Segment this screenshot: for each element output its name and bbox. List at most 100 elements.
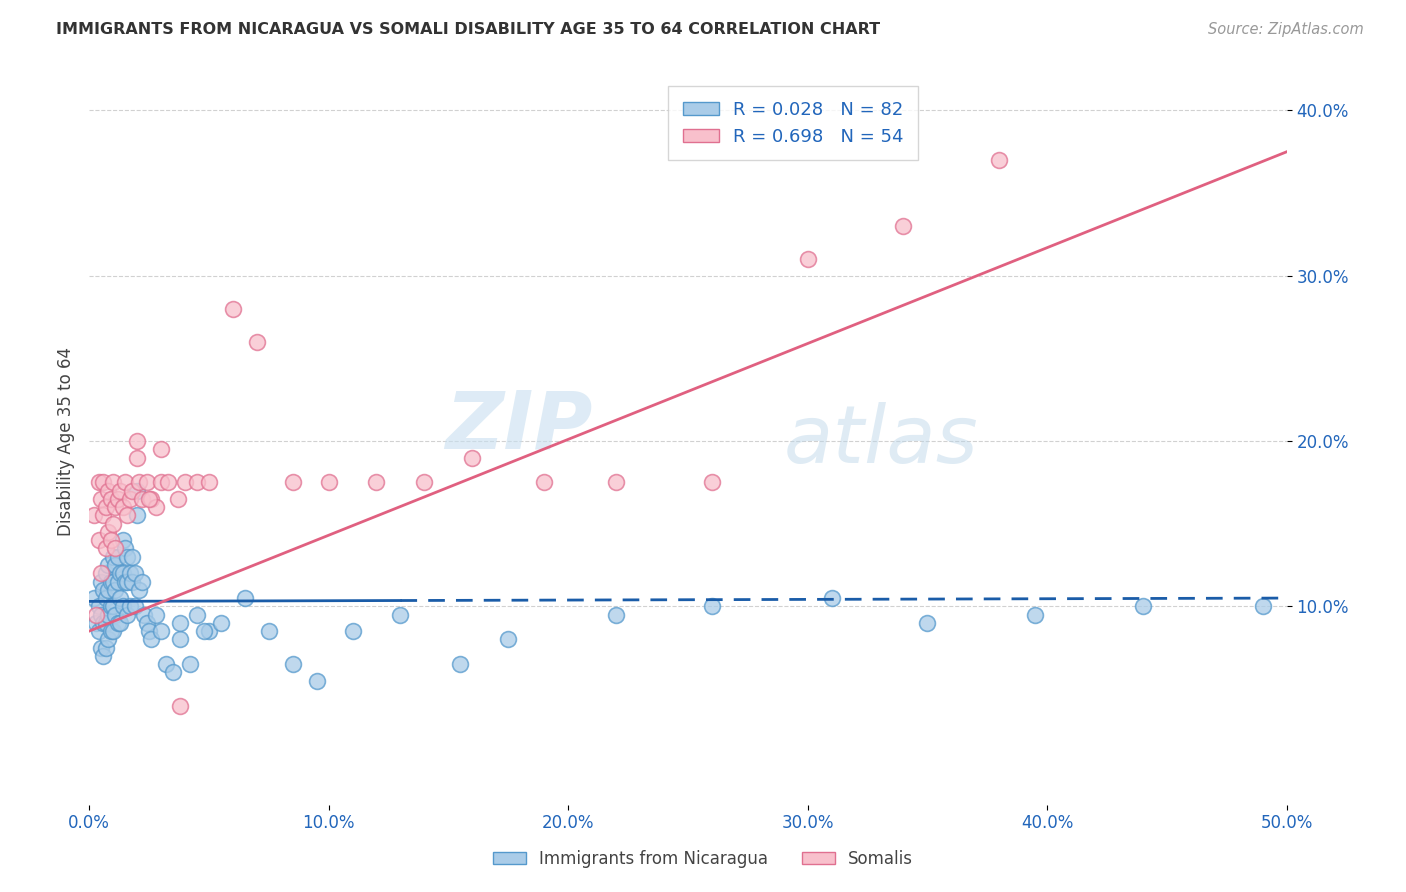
Legend: Immigrants from Nicaragua, Somalis: Immigrants from Nicaragua, Somalis: [486, 844, 920, 875]
Point: [94, 591, 117, 605]
Point: [186, 475, 208, 490]
Point: [125, 508, 148, 523]
Point: [108, 483, 131, 498]
Point: [104, 582, 127, 597]
Point: [93, 615, 115, 630]
Point: [90, 574, 112, 589]
Text: Source: ZipAtlas.com: Source: ZipAtlas.com: [1208, 22, 1364, 37]
Point: [605, 607, 627, 622]
Point: [117, 508, 139, 523]
Point: [138, 491, 160, 506]
Point: [101, 624, 124, 639]
Point: [121, 574, 143, 589]
Point: [131, 491, 153, 506]
Point: [145, 500, 167, 515]
Point: [107, 574, 129, 589]
Point: [1132, 599, 1154, 614]
Point: [281, 475, 304, 490]
Point: [101, 599, 124, 614]
Point: [100, 533, 122, 548]
Point: [128, 475, 150, 490]
Point: [97, 632, 120, 647]
Point: [118, 491, 141, 506]
Point: [198, 475, 221, 490]
Point: [917, 615, 939, 630]
Point: [193, 624, 215, 639]
Point: [496, 632, 519, 647]
Point: [700, 599, 723, 614]
Point: [117, 607, 139, 622]
Point: [124, 599, 146, 614]
Point: [162, 665, 184, 680]
Point: [114, 541, 136, 556]
Point: [893, 219, 915, 234]
Point: [305, 673, 328, 688]
Point: [157, 475, 180, 490]
Point: [796, 252, 818, 267]
Point: [118, 599, 141, 614]
Point: [318, 475, 340, 490]
Point: [605, 475, 627, 490]
Point: [111, 500, 134, 515]
Point: [104, 500, 127, 515]
Point: [90, 491, 112, 506]
Point: [101, 516, 124, 531]
Point: [117, 574, 139, 589]
Point: [141, 491, 163, 506]
Point: [1024, 607, 1046, 622]
Point: [101, 475, 124, 490]
Point: [169, 632, 191, 647]
Point: [104, 607, 127, 622]
Point: [101, 574, 124, 589]
Point: [114, 574, 136, 589]
Point: [87, 624, 110, 639]
Point: [135, 475, 157, 490]
Text: ZIP: ZIP: [444, 387, 592, 466]
Point: [461, 450, 484, 465]
Point: [1251, 599, 1274, 614]
Point: [988, 153, 1011, 167]
Point: [108, 591, 131, 605]
Point: [111, 566, 134, 581]
Point: [84, 607, 107, 622]
Point: [93, 648, 115, 663]
Point: [281, 657, 304, 672]
Point: [149, 624, 172, 639]
Point: [108, 615, 131, 630]
Point: [179, 657, 201, 672]
Point: [413, 475, 436, 490]
Point: [169, 698, 191, 713]
Point: [125, 483, 148, 498]
Point: [246, 334, 269, 349]
Point: [104, 541, 127, 556]
Point: [87, 475, 110, 490]
Point: [117, 549, 139, 564]
Point: [134, 607, 156, 622]
Point: [141, 632, 163, 647]
Point: [90, 607, 112, 622]
Point: [90, 566, 112, 581]
Point: [125, 450, 148, 465]
Point: [94, 640, 117, 655]
Point: [100, 624, 122, 639]
Point: [114, 475, 136, 490]
Point: [533, 475, 555, 490]
Point: [149, 442, 172, 457]
Y-axis label: Disability Age 35 to 64: Disability Age 35 to 64: [58, 347, 75, 535]
Point: [104, 558, 127, 572]
Point: [93, 582, 115, 597]
Point: [389, 607, 412, 622]
Point: [100, 599, 122, 614]
Point: [83, 508, 105, 523]
Point: [124, 566, 146, 581]
Point: [84, 615, 107, 630]
Point: [121, 483, 143, 498]
Point: [100, 491, 122, 506]
Point: [700, 475, 723, 490]
Point: [111, 599, 134, 614]
Point: [94, 500, 117, 515]
Point: [97, 524, 120, 539]
Point: [366, 475, 388, 490]
Point: [83, 591, 105, 605]
Point: [97, 607, 120, 622]
